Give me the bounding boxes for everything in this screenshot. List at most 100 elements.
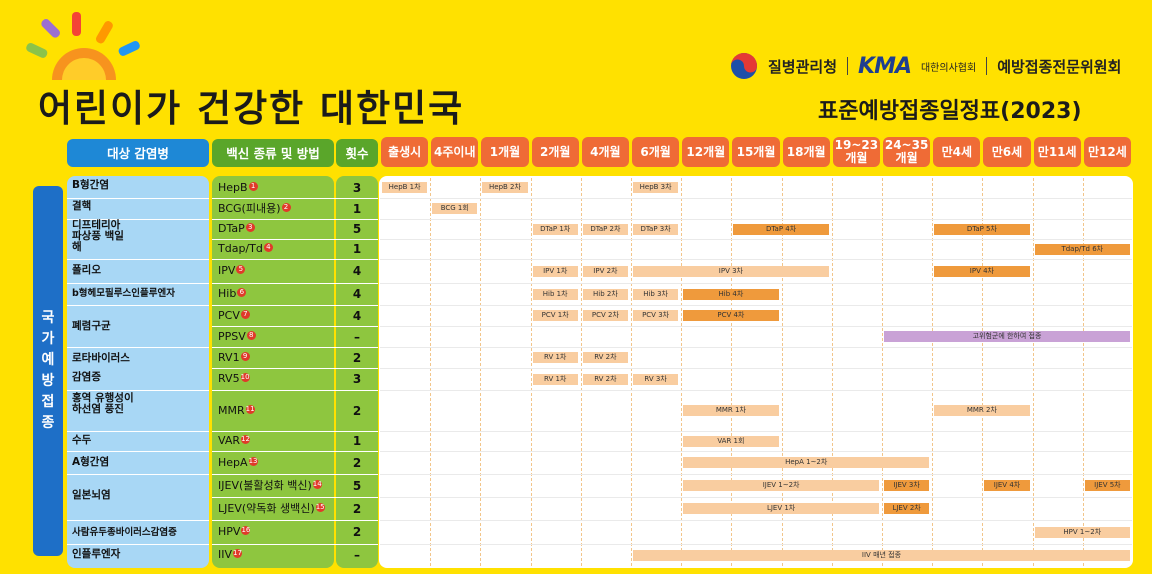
grid-row-line xyxy=(380,198,1132,199)
header-disease: 대상 감염병 xyxy=(67,139,209,167)
grid-row-line xyxy=(380,283,1132,284)
vaccine-label: BCG(피내용) xyxy=(218,201,281,215)
schedule-bar: IIV 매년 접종 xyxy=(633,549,1130,561)
grid-row-line xyxy=(380,326,1132,327)
schedule-bar: PCV 1차 xyxy=(532,310,578,321)
vaccine-row-line xyxy=(212,283,378,284)
vaccine-label: PCV xyxy=(218,308,240,322)
disease-row-line xyxy=(67,451,209,452)
schedule-bar: IPV 3차 xyxy=(633,265,829,277)
dose-count: 2 xyxy=(352,501,362,516)
schedule-bar: HepB 2차 xyxy=(482,182,528,193)
disease-mmr: 홍역 유행성이하선염 풍진 xyxy=(72,392,134,415)
grid-row-line xyxy=(380,544,1132,545)
grid-column-line xyxy=(932,178,934,566)
divider xyxy=(847,57,849,75)
grid-row-line xyxy=(380,347,1132,348)
vaccine-name: LJEV(약독화 생백신)15 xyxy=(218,501,325,515)
vaccine-name: PPSV 8 xyxy=(218,329,256,343)
vaccine-row-line xyxy=(212,347,378,348)
footnote-marker: 16 xyxy=(241,526,251,535)
schedule-bar: Hib 3차 xyxy=(633,288,679,300)
footnote-marker: 11 xyxy=(245,404,255,414)
disease-pneumo: 폐렴구균 xyxy=(72,320,111,332)
dose-count: 4 xyxy=(352,287,362,301)
grid-column-line xyxy=(430,178,432,566)
age-header: 12개월 xyxy=(682,137,730,167)
grid-row-line xyxy=(380,368,1132,369)
footnote-marker: 5 xyxy=(236,265,246,274)
grid-column-line xyxy=(580,178,582,566)
schedule-bar: BCG 1회 xyxy=(432,203,478,214)
vaccine-label: LJEV(약독화 생백신) xyxy=(218,501,315,515)
vaccine-name: RV510 xyxy=(218,373,250,385)
vaccine-row-line xyxy=(212,259,378,260)
disease-row-line xyxy=(67,520,209,521)
vaccine-row-line xyxy=(212,451,378,452)
dose-count: 2 xyxy=(352,525,362,539)
age-header: 만12세 xyxy=(1083,137,1131,167)
dose-count: – xyxy=(354,548,360,562)
vaccine-name: PCV 7 xyxy=(218,308,250,322)
grid-column-line xyxy=(781,178,783,566)
schedule-bar: MMR 2차 xyxy=(934,405,1030,416)
schedule-bar: IPV 4차 xyxy=(934,265,1030,277)
grid-row-line xyxy=(380,497,1132,498)
dose-count: 5 xyxy=(352,222,362,236)
age-header: 1개월 xyxy=(481,137,529,167)
footnote-marker: 17 xyxy=(233,549,243,558)
schedule-bar: DTaP 2차 xyxy=(582,223,628,235)
vaccine-label: IJEV(불활성화 백신) xyxy=(218,478,312,492)
footnote-marker: 14 xyxy=(312,479,322,489)
vaccine-label: HepB xyxy=(218,180,248,194)
schedule-bar: Hib 1차 xyxy=(532,288,578,300)
schedule-bar: HPV 1~2차 xyxy=(1034,526,1130,538)
schedule-bar: HepA 1~2차 xyxy=(683,457,930,468)
vaccine-label: DTaP xyxy=(218,222,245,235)
vaccine-name: BCG(피내용) 2 xyxy=(218,201,291,215)
schedule-bar: HepB 3차 xyxy=(633,182,679,193)
footnote-marker: 13 xyxy=(248,456,258,466)
schedule-bar: RV 1차 xyxy=(532,352,578,363)
dose-count: 2 xyxy=(352,455,362,470)
dose-count: 1 xyxy=(352,201,362,216)
vaccine-name: RV1 9 xyxy=(218,351,250,364)
schedule-title: 표준예방접종일정표(2023) xyxy=(818,99,1082,124)
schedule-bar: Tdap/Td 6차 xyxy=(1034,243,1130,255)
footnote-marker: 15 xyxy=(315,502,325,512)
schedule-bar: MMR 1차 xyxy=(683,405,779,416)
vaccine-name: HPV16 xyxy=(218,525,251,538)
schedule-bar: HepB 1차 xyxy=(382,182,428,193)
vaccine-name: VAR12 xyxy=(218,435,250,447)
vaccine-row-line xyxy=(212,390,378,391)
grid-row-line xyxy=(380,305,1132,306)
divider xyxy=(986,57,988,75)
vaccine-row-line xyxy=(212,474,378,475)
footnote-marker: 1 xyxy=(248,181,258,191)
age-header: 24~35 개월 xyxy=(883,137,931,167)
schedule-bar: Hib 2차 xyxy=(582,288,628,300)
footnote-marker: 2 xyxy=(281,202,291,212)
disease-je: 일본뇌염 xyxy=(72,489,111,501)
vaccine-row-line xyxy=(212,368,378,369)
disease-row-line xyxy=(67,198,209,199)
vaccine-row-line xyxy=(212,544,378,545)
schedule-bar: LJEV 1차 xyxy=(683,503,879,514)
vaccine-row-line xyxy=(212,497,378,498)
disease-rota-infection: 감염증 xyxy=(72,371,101,383)
kma-logo-text: KMA xyxy=(858,53,912,79)
footnote-marker: 9 xyxy=(240,351,250,361)
vaccine-label: MMR xyxy=(218,403,245,417)
disease-row-line xyxy=(67,259,209,260)
vaccine-label: HPV xyxy=(218,525,241,538)
vaccine-label: Hib xyxy=(218,287,237,300)
vaccine-row-line xyxy=(212,326,378,327)
dose-count: 5 xyxy=(352,478,362,493)
schedule-bar: RV 2차 xyxy=(582,373,628,385)
disease-varicella: 수두 xyxy=(72,434,92,446)
vaccine-label: PPSV xyxy=(218,329,246,343)
disease-rota: 로타바이러스 xyxy=(72,352,130,364)
age-header: 만4세 xyxy=(933,137,981,167)
grid-column-line xyxy=(1082,178,1084,566)
